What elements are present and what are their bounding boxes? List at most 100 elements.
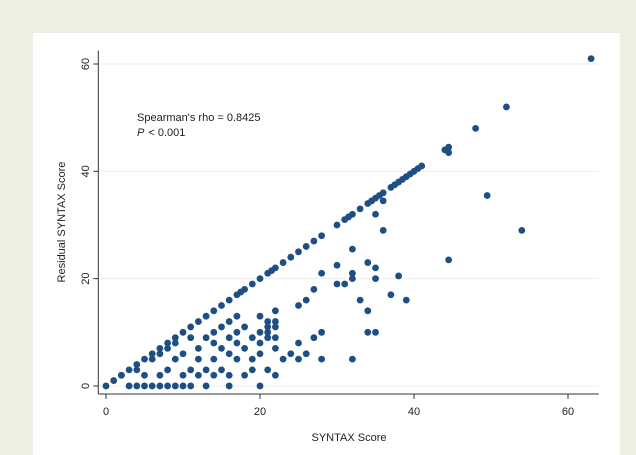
y-tick-label: 60 (80, 58, 92, 70)
point (318, 232, 325, 240)
point (302, 350, 310, 358)
point (395, 272, 402, 280)
point (171, 339, 179, 347)
y-tick-label: 40 (80, 165, 92, 177)
point (218, 366, 225, 374)
point (156, 371, 164, 379)
point (333, 221, 341, 229)
point (102, 382, 110, 390)
point (364, 259, 372, 266)
point (118, 371, 125, 379)
point (295, 355, 302, 363)
point (402, 296, 410, 304)
point (233, 355, 241, 363)
point (248, 280, 256, 288)
point (164, 382, 172, 390)
point (187, 334, 195, 342)
point (233, 328, 241, 336)
point (110, 377, 118, 384)
point (418, 162, 426, 170)
point (148, 355, 156, 363)
point (241, 323, 249, 331)
point (148, 382, 156, 390)
point (364, 328, 372, 336)
point (379, 197, 387, 205)
point (164, 339, 172, 347)
annotation: Spearman's rho = 0.8425 (137, 112, 261, 124)
point (287, 350, 295, 358)
x-tick-label: 40 (408, 406, 420, 418)
point (264, 318, 272, 325)
point (179, 371, 187, 379)
point (141, 355, 148, 363)
point (310, 334, 318, 342)
point (241, 344, 249, 352)
point (210, 307, 218, 315)
point (210, 328, 218, 336)
point (372, 275, 379, 283)
x-tick-label: 20 (254, 406, 266, 418)
point (125, 366, 133, 374)
point (472, 125, 479, 132)
point (295, 339, 302, 347)
point (272, 264, 279, 272)
point (218, 344, 225, 352)
point (372, 328, 379, 336)
point (349, 210, 356, 218)
point (210, 355, 218, 363)
point (225, 371, 233, 379)
point (310, 285, 318, 293)
point (248, 334, 256, 342)
point (187, 323, 195, 331)
point (445, 256, 453, 264)
point (256, 350, 264, 358)
point (202, 334, 210, 342)
point (372, 264, 379, 272)
point (518, 226, 526, 234)
chart-panel (33, 33, 620, 455)
point (333, 261, 341, 269)
point (349, 269, 356, 277)
point (264, 328, 272, 336)
p-annotation: P < 0.001 (137, 127, 185, 139)
point (272, 371, 279, 379)
point (148, 350, 156, 358)
point (248, 355, 256, 363)
point (164, 344, 172, 352)
point (256, 328, 264, 336)
x-axis-label: SYNTAX Score (312, 432, 387, 444)
point (179, 350, 187, 358)
point (164, 366, 172, 374)
point (202, 366, 210, 374)
point (195, 355, 202, 363)
point (179, 328, 187, 336)
y-tick-label: 20 (80, 273, 92, 285)
point (210, 371, 218, 379)
point (256, 339, 264, 347)
point (318, 269, 325, 277)
point (141, 371, 148, 379)
point (156, 350, 164, 358)
point (156, 382, 164, 390)
point (287, 253, 295, 261)
point (202, 312, 210, 320)
point (587, 55, 595, 63)
point (295, 302, 302, 309)
point (218, 323, 225, 331)
point (302, 243, 310, 250)
point (225, 334, 233, 342)
point (171, 355, 179, 363)
point (125, 382, 133, 390)
point (195, 371, 202, 379)
point (241, 371, 249, 379)
point (264, 366, 272, 374)
point (272, 307, 279, 315)
point (225, 318, 233, 325)
point (210, 339, 218, 347)
point (256, 275, 264, 283)
point (272, 318, 279, 325)
point (279, 355, 287, 363)
point (349, 355, 356, 363)
point (379, 189, 387, 197)
